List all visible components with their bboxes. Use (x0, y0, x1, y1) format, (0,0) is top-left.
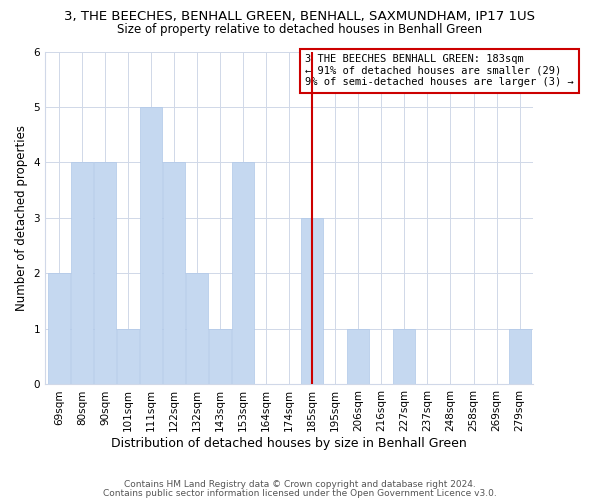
Bar (71, 162, 93, 384)
Text: 3 THE BEECHES BENHALL GREEN: 183sqm
← 91% of detached houses are smaller (29)
9%: 3 THE BEECHES BENHALL GREEN: 183sqm ← 91… (305, 54, 574, 88)
X-axis label: Distribution of detached houses by size in Benhall Green: Distribution of detached houses by size … (112, 437, 467, 450)
Bar (117, 329, 139, 384)
Bar (163, 162, 185, 384)
Text: Contains public sector information licensed under the Open Government Licence v3: Contains public sector information licen… (103, 488, 497, 498)
Bar (301, 218, 323, 384)
Bar (394, 329, 415, 384)
Bar (509, 329, 530, 384)
Text: 3, THE BEECHES, BENHALL GREEN, BENHALL, SAXMUNDHAM, IP17 1US: 3, THE BEECHES, BENHALL GREEN, BENHALL, … (65, 10, 536, 23)
Text: Contains HM Land Registry data © Crown copyright and database right 2024.: Contains HM Land Registry data © Crown c… (124, 480, 476, 489)
Bar (94, 162, 116, 384)
Bar (347, 329, 369, 384)
Bar (232, 162, 254, 384)
Y-axis label: Number of detached properties: Number of detached properties (15, 125, 28, 311)
Bar (186, 274, 208, 384)
Bar (48, 274, 70, 384)
Bar (209, 329, 231, 384)
Bar (140, 107, 162, 384)
Text: Size of property relative to detached houses in Benhall Green: Size of property relative to detached ho… (118, 22, 482, 36)
